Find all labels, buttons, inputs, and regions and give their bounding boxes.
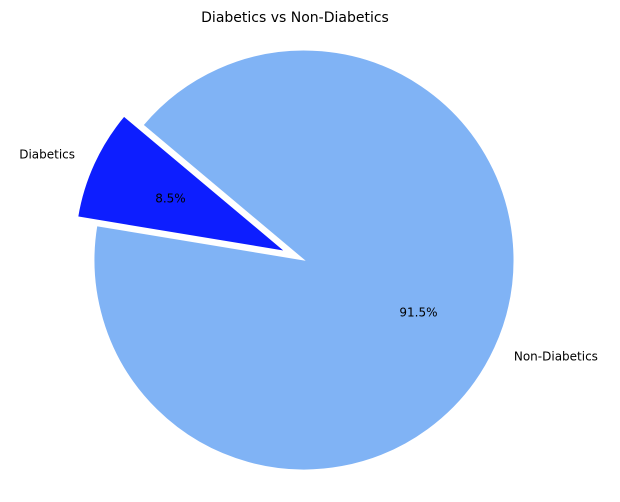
pie-labels: 8.5% Diabetics 91.5% Non-Diabetics [19,148,598,364]
pie-slice-diabetics [77,115,287,253]
pie-slices [77,49,515,471]
pie-category-label: Non-Diabetics [514,350,598,364]
pie-slice-non-diabetics [93,49,515,471]
pie-pct-label: 8.5% [155,192,186,206]
chart-title: Diabetics vs Non-Diabetics [201,10,389,26]
pie-category-label: Diabetics [19,148,75,162]
pie-pct-label: 91.5% [399,306,437,320]
